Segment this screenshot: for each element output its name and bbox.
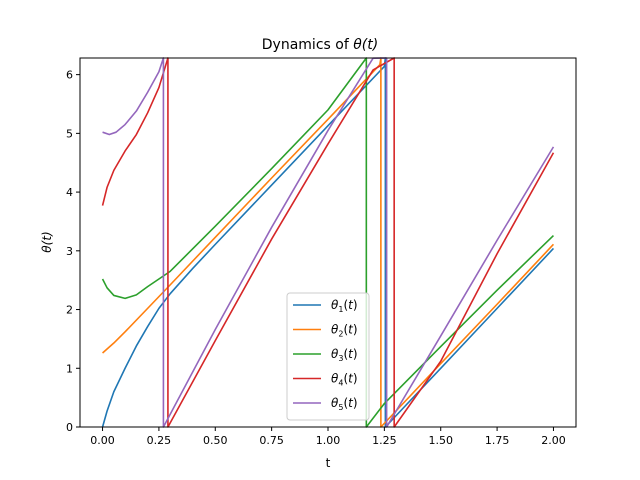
x-axis-label: t (326, 456, 331, 470)
x-tick-label: 0.25 (147, 434, 172, 447)
series-line-theta-5 (102, 57, 555, 428)
chart-title-prefix: Dynamics of (262, 37, 353, 53)
x-tick-label: 0.00 (90, 434, 115, 447)
legend-entry-theta-1: θ1(t) (293, 298, 358, 314)
x-tick-label: 0.50 (203, 434, 228, 447)
series-line-theta-3 (101, 57, 555, 428)
y-axis-label: θ(t) (40, 231, 54, 252)
x-axis-ticks: 0.00 0.25 0.50 0.75 1.00 1.25 1.50 1.75 2.00 (90, 427, 566, 447)
y-tick-label: 3 (66, 245, 73, 258)
y-tick-label: 4 (66, 186, 73, 199)
legend-label: θ4(t) (331, 372, 358, 388)
y-tick-label: 5 (66, 127, 73, 140)
x-tick-label: 1.50 (428, 434, 453, 447)
y-tick-label: 6 (66, 69, 73, 82)
legend-entry-theta-3: θ3(t) (293, 347, 358, 363)
x-tick-label: 1.75 (485, 434, 510, 447)
legend-label: θ1(t) (331, 298, 358, 314)
legend: θ1(t) θ2(t) θ3(t) θ4(t) θ5(t) (286, 292, 370, 421)
series-line-theta-4 (101, 57, 555, 428)
plot-frame (79, 57, 577, 428)
x-tick-label: 1.00 (316, 434, 341, 447)
legend-entry-theta-4: θ4(t) (293, 372, 358, 388)
series-layer (101, 57, 555, 428)
y-tick-label: 1 (66, 362, 73, 375)
chart-title-math: θ(t) (353, 37, 378, 53)
chart-title: Dynamics of θ(t) (262, 37, 378, 53)
legend-label: θ5(t) (331, 396, 358, 412)
y-tick-label: 0 (66, 421, 73, 434)
y-tick-label: 2 (66, 304, 73, 317)
y-axis-ticks: 0 1 2 3 4 5 6 (66, 69, 80, 434)
legend-label: θ2(t) (331, 323, 358, 339)
x-tick-label: 1.25 (372, 434, 397, 447)
x-tick-label: 0.75 (259, 434, 284, 447)
legend-entry-theta-5: θ5(t) (293, 396, 358, 412)
legend-entry-theta-2: θ2(t) (293, 323, 358, 339)
legend-frame (286, 292, 370, 421)
legend-entries: θ1(t) θ2(t) θ3(t) θ4(t) θ5(t) (293, 298, 358, 412)
x-tick-label: 2.00 (541, 434, 566, 447)
legend-label: θ3(t) (331, 347, 358, 363)
